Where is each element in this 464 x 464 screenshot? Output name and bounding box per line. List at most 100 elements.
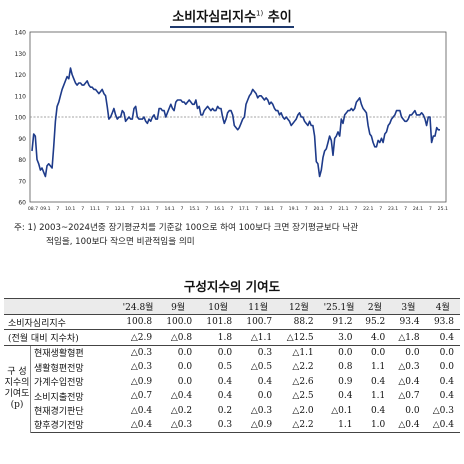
table-cell: △0.9 bbox=[238, 417, 279, 434]
x-tick-label: 7 bbox=[181, 206, 184, 212]
table-cell: △0.3 bbox=[158, 417, 199, 434]
chart-title-underline: 소비자심리지수1) 추이 bbox=[170, 10, 294, 28]
table-cell: △0.3 bbox=[130, 347, 153, 358]
table-cell: △1.1 bbox=[292, 347, 314, 358]
table-cell: 0.0 bbox=[177, 347, 193, 358]
row-label: 소비자심리지수 bbox=[4, 314, 119, 331]
table-cell: △2.2 bbox=[278, 417, 320, 434]
table-cell: △2.9 bbox=[118, 329, 159, 346]
x-tick-label: 08.7 bbox=[28, 206, 38, 212]
x-tick-label: 21.1 bbox=[338, 206, 348, 212]
table-row-component: 향후경기전망 △0.4 △0.3 0.3 △0.9 △2.2 1.1 1.0 △… bbox=[4, 417, 460, 434]
x-tick-label: 7 bbox=[255, 206, 258, 212]
x-tick-label: 12.1 bbox=[115, 206, 125, 212]
table-cell: △0.1 bbox=[331, 405, 353, 416]
x-tick-label: 11.1 bbox=[90, 206, 100, 212]
table-cell: △0.9 bbox=[130, 376, 153, 387]
series-layer bbox=[31, 67, 440, 178]
x-tick-label: 24.1 bbox=[413, 206, 423, 212]
table-cell: △0.4 bbox=[391, 417, 426, 434]
table-cell: 100.8 bbox=[118, 314, 159, 331]
table-cell: 0.0 bbox=[439, 362, 454, 373]
table-cell: 0.4 bbox=[217, 376, 233, 387]
table-cell: 91.2 bbox=[319, 314, 359, 331]
table-cell: 100.7 bbox=[238, 314, 279, 331]
table-row-component: 가계수입전망 △0.9 0.0 0.4 0.4 △2.6 0.9 0.4 △0.… bbox=[4, 375, 460, 389]
column-header: 10월 bbox=[198, 298, 239, 315]
table-row-index: 소비자심리지수 100.8 100.0 101.8 100.7 88.2 91.… bbox=[4, 314, 460, 331]
x-tick-label: 7 bbox=[280, 206, 283, 212]
x-tick-label: 7 bbox=[305, 206, 308, 212]
y-tick-label: 120 bbox=[15, 72, 27, 79]
table-cell: 0.8 bbox=[338, 362, 353, 373]
table-cell: 0.4 bbox=[439, 391, 454, 402]
row-label: 현재생활형편 bbox=[34, 349, 84, 360]
x-tick-label: 7 bbox=[106, 206, 109, 212]
table-cell: △2.0 bbox=[292, 405, 314, 416]
footnote-line-1: 주: 1) 2003~2024년중 장기평균치를 기준값 100으로 하여 10… bbox=[14, 223, 359, 233]
column-header: 2월 bbox=[358, 298, 392, 315]
table-row-component: 현재경기판단 △0.4 △0.2 0.2 △0.3 △2.0 △0.1 0.4 … bbox=[4, 403, 460, 418]
chart-title: 소비자심리지수1) 추이 bbox=[0, 6, 464, 28]
chart-frame bbox=[29, 31, 447, 203]
table-row-component: 생활형편전망 △0.3 0.0 0.5 △0.5 △2.2 0.8 1.1 △0… bbox=[4, 360, 460, 374]
table-cell: △0.3 bbox=[250, 405, 273, 416]
footnote-line-2: 적임을, 100보다 작으면 비관적임을 의미 bbox=[46, 237, 195, 247]
x-tick-label: 7 bbox=[379, 206, 382, 212]
x-tick-label: 22.1 bbox=[363, 206, 373, 212]
table-cell: 0.0 bbox=[338, 347, 353, 358]
table-cell: 0.0 bbox=[439, 347, 454, 358]
x-axis-labels: 08.7 09.1 7 10.1 7 11.1 7 12.1 7 13.1 7 14.1 7 15.1 7 1… bbox=[28, 206, 448, 212]
x-tick-label: 7 bbox=[205, 206, 208, 212]
row-label: (전월 대비 지수차) bbox=[4, 329, 119, 346]
table-cell: 1.1 bbox=[319, 417, 359, 434]
table-cell: △0.4 bbox=[130, 405, 153, 416]
table-cell: 0.0 bbox=[370, 347, 386, 358]
line-chart: 60 70 80 90 100 110 120 130 140 08.7 09.1 7 10.1 7 11… bbox=[15, 30, 448, 213]
table-cell: 0.4 bbox=[257, 376, 273, 387]
table-cell: 0.0 bbox=[177, 362, 193, 373]
row-label: 현재경기판단 bbox=[34, 407, 84, 418]
column-header: 3월 bbox=[391, 298, 426, 315]
table-cell: △0.3 bbox=[398, 362, 420, 373]
x-tick-label: 7 bbox=[354, 206, 357, 212]
y-axis-labels: 60 70 80 90 100 110 120 130 140 bbox=[15, 30, 27, 207]
x-tick-label: 17.1 bbox=[239, 206, 249, 212]
x-tick-label: 10.1 bbox=[65, 206, 75, 212]
y-tick-label: 100 bbox=[15, 115, 27, 122]
x-tick-label: 25.1 bbox=[438, 206, 448, 212]
row-label: 소비지출전망 bbox=[34, 392, 84, 403]
table-cell: 0.4 bbox=[370, 405, 386, 416]
x-tick-label: 15.1 bbox=[189, 206, 199, 212]
table-cell: △0.8 bbox=[158, 329, 199, 346]
table-cell: 1.0 bbox=[358, 417, 392, 434]
table-row-component: 구 성 지수의 기여도 (p) 현재생활형편 △0.3 0.0 0.0 0.3 … bbox=[4, 345, 460, 433]
table-row-component: 소비지출전망 △0.7 △0.4 0.4 0.0 △2.5 0.4 1.1 △0… bbox=[4, 389, 460, 403]
x-tick-label: 09.1 bbox=[40, 206, 50, 212]
column-header: 11월 bbox=[238, 298, 279, 315]
table-cell: 93.8 bbox=[425, 314, 460, 331]
table-cell: △2.6 bbox=[292, 376, 314, 387]
series-line bbox=[31, 67, 440, 178]
table-cell: △12.5 bbox=[278, 329, 320, 346]
table-cell: 0.0 bbox=[405, 347, 420, 358]
chart-title-suffix: 추이 bbox=[263, 10, 292, 25]
table-cell: △0.4 bbox=[170, 391, 193, 402]
column-header: '24.8월 bbox=[118, 298, 159, 315]
table-cell: 0.4 bbox=[217, 391, 233, 402]
table-cell: △0.3 bbox=[130, 362, 153, 373]
row-label: 생활형편전망 bbox=[34, 363, 84, 374]
x-tick-label: 7 bbox=[56, 206, 59, 212]
table-cell: △0.4 bbox=[398, 376, 420, 387]
table-cell: 88.2 bbox=[278, 314, 320, 331]
row-label: 향후경기전망 bbox=[30, 417, 119, 434]
table-cell: 0.2 bbox=[217, 405, 233, 416]
table-cell: 0.0 bbox=[177, 376, 193, 387]
table-cell: 0.9 bbox=[338, 376, 353, 387]
x-tick-label: 7 bbox=[131, 206, 134, 212]
x-tick-label: 13.1 bbox=[140, 206, 150, 212]
y-tick-label: 60 bbox=[18, 200, 26, 207]
x-tick-label: 20.1 bbox=[313, 206, 323, 212]
column-header: '25.1월 bbox=[319, 298, 359, 315]
table-cell: △0.5 bbox=[250, 362, 273, 373]
